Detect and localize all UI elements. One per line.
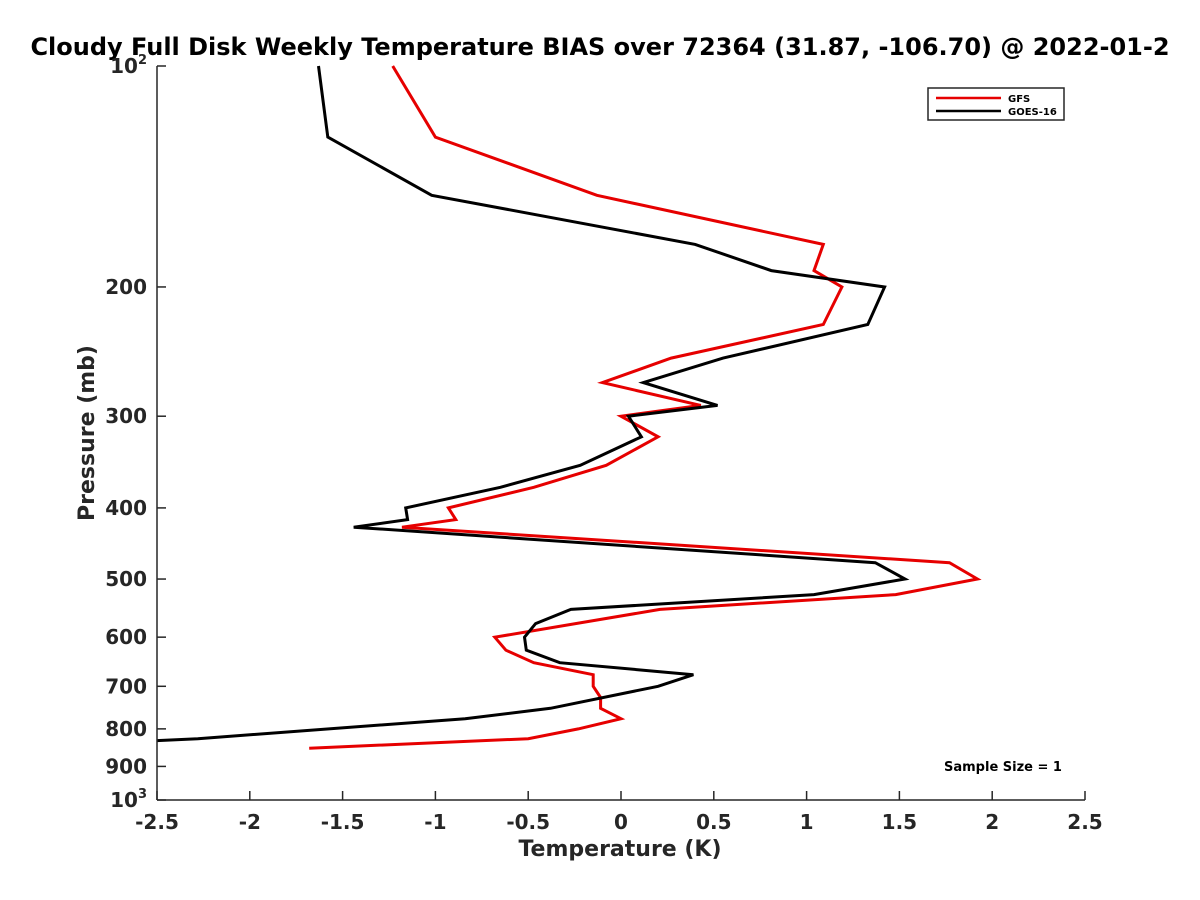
y-tick-label: 700: [105, 674, 147, 698]
y-tick-label: 800: [105, 717, 147, 741]
legend-box: [927, 87, 1065, 121]
legend-label: GFS: [1008, 94, 1030, 105]
x-tick-label: -1.5: [321, 810, 365, 834]
series-group: [156, 65, 982, 750]
x-tick-label: 0: [614, 810, 628, 834]
chart-title: Cloudy Full Disk Weekly Temperature BIAS…: [30, 33, 1169, 61]
y-axis-label: Pressure (mb): [75, 345, 100, 521]
legend: GFS GOES-16: [927, 87, 1065, 121]
y-tick-label: 400: [105, 496, 147, 520]
y-tick-label: 102: [110, 53, 147, 78]
x-tick-label: 2: [985, 810, 999, 834]
x-axis-label: Temperature (K): [518, 837, 721, 862]
series-line-gfs: [309, 65, 982, 750]
x-tick-label: 2.5: [1067, 810, 1102, 834]
y-tick-label: 300: [105, 404, 147, 428]
series-line-goes-16: [156, 65, 910, 743]
x-tick-label: -2: [239, 810, 261, 834]
x-tick-label: 1.5: [882, 810, 917, 834]
x-tick-label: -1: [424, 810, 446, 834]
sample-size-annotation: Sample Size = 1: [944, 760, 1062, 775]
y-tick-label: 600: [105, 625, 147, 649]
x-axis: -2.5 -2 -1.5 -1 -0.5 0 0.5 1 1.5 2 2.5: [135, 791, 1103, 834]
y-tick-label: 200: [105, 275, 147, 299]
legend-label: GOES-16: [1008, 107, 1057, 118]
x-tick-label: -0.5: [506, 810, 550, 834]
x-tick-label: -2.5: [135, 810, 179, 834]
y-tick-label: 900: [105, 754, 147, 778]
y-tick-label: 103: [110, 787, 147, 812]
x-tick-label: 0.5: [696, 810, 731, 834]
x-tick-label: 1: [800, 810, 814, 834]
y-tick-label: 500: [105, 567, 147, 591]
y-axis: 102 200 300 400 500 600 700 800 900 103: [105, 53, 166, 812]
